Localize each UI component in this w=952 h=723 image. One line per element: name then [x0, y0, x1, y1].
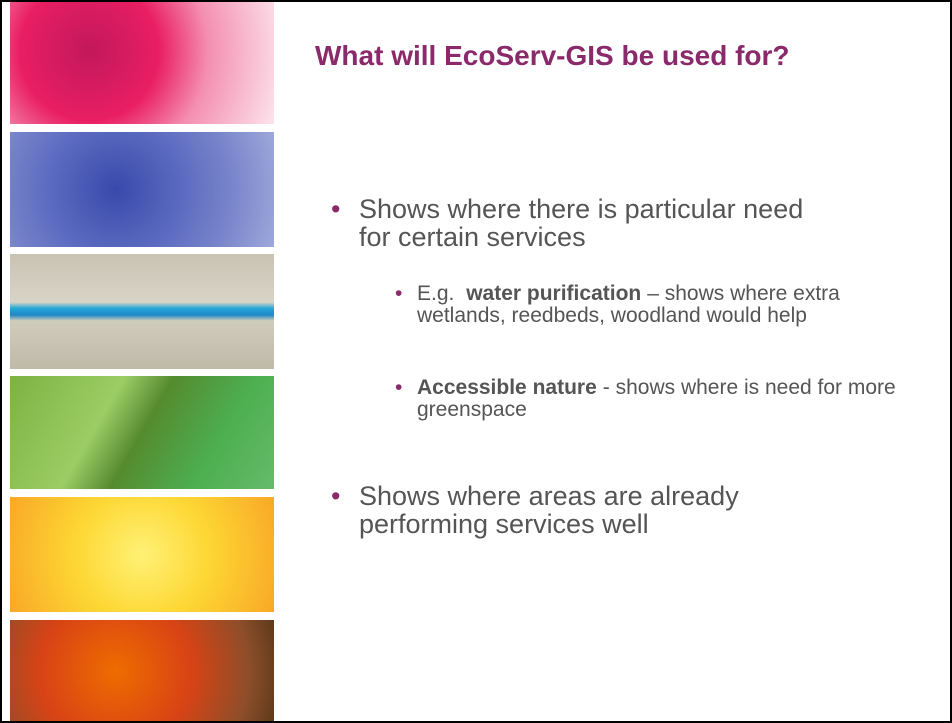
slide: What will EcoServ-GIS be used for? Shows…: [0, 0, 952, 723]
sub-bullet: Accessible nature- shows where is need f…: [417, 377, 897, 421]
bullet: Shows where areas are already performing…: [359, 482, 829, 538]
image-strip: [10, 254, 274, 369]
bullet: Shows where there is particular need for…: [359, 195, 829, 251]
sub-bullet: E.g. water purification– shows where ext…: [417, 283, 897, 327]
slide-title: What will EcoServ-GIS be used for?: [315, 40, 790, 72]
sub-bullet-bold: water purification: [466, 282, 641, 305]
image-strip: [10, 2, 274, 124]
image-strip: [10, 132, 274, 247]
sub-bullet-prefix: E.g.: [417, 282, 454, 305]
image-strip: [10, 620, 274, 723]
image-strip: [10, 376, 274, 489]
image-strip: [10, 497, 274, 612]
sub-bullet-bold: Accessible nature: [417, 376, 597, 399]
